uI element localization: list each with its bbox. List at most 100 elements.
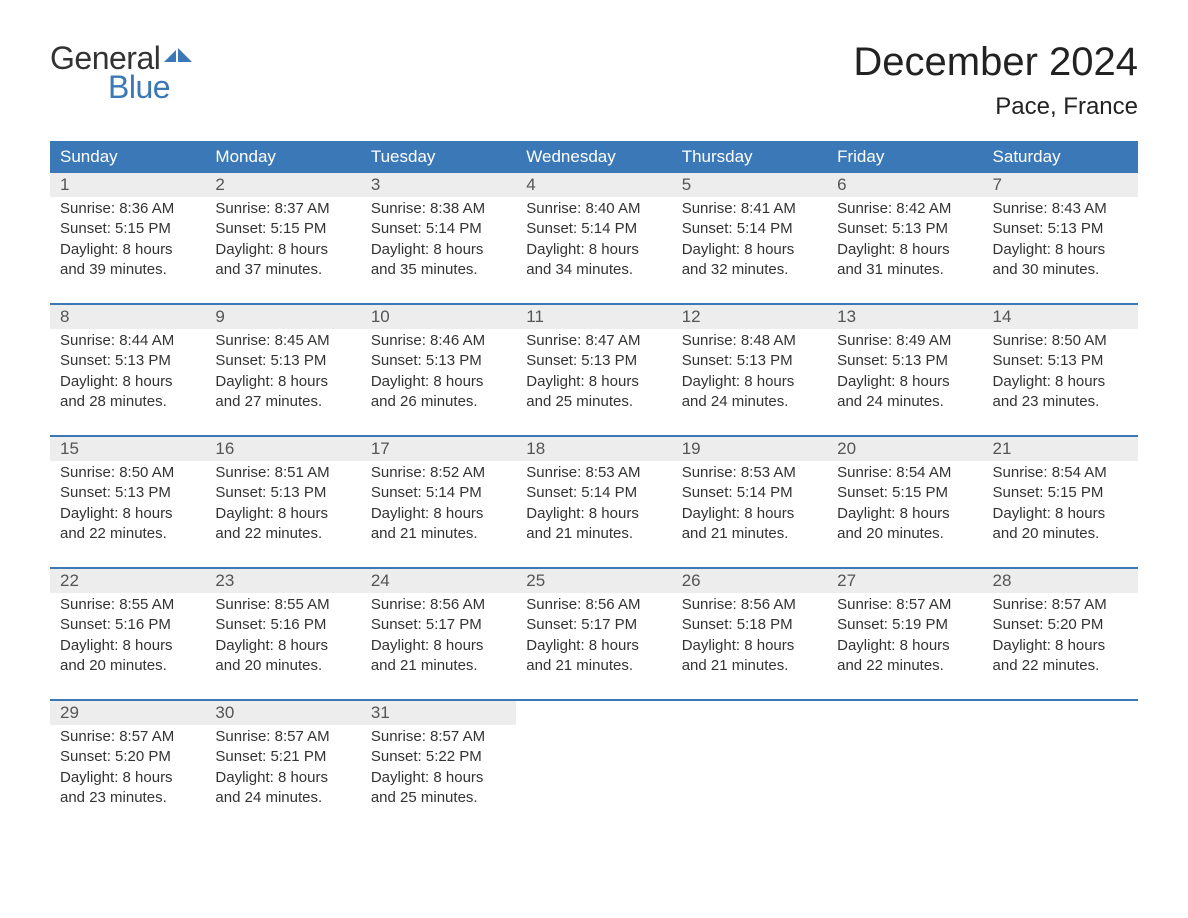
day-number-cell: 31 — [361, 701, 516, 725]
sunset-line: Sunset: 5:13 PM — [60, 351, 195, 371]
sunrise-line: Sunrise: 8:43 AM — [993, 199, 1128, 219]
logo-text-bottom: Blue — [108, 69, 170, 106]
sunset-line: Sunset: 5:15 PM — [837, 483, 972, 503]
day-data-cell: Sunrise: 8:55 AMSunset: 5:16 PMDaylight:… — [205, 593, 360, 676]
day-data-cell: Sunrise: 8:51 AMSunset: 5:13 PMDaylight:… — [205, 461, 360, 544]
sunrise-line: Sunrise: 8:54 AM — [993, 463, 1128, 483]
daylight-line: Daylight: 8 hours and 23 minutes. — [993, 372, 1128, 413]
week-spacer — [50, 544, 1138, 568]
sunrise-line: Sunrise: 8:50 AM — [993, 331, 1128, 351]
day-data-cell: Sunrise: 8:37 AMSunset: 5:15 PMDaylight:… — [205, 197, 360, 280]
day-header-tuesday: Tuesday — [361, 141, 516, 173]
day-data-cell: Sunrise: 8:57 AMSunset: 5:20 PMDaylight:… — [50, 725, 205, 808]
sunset-line: Sunset: 5:18 PM — [682, 615, 817, 635]
sunset-line: Sunset: 5:13 PM — [993, 219, 1128, 239]
calendar-body: 1234567Sunrise: 8:36 AMSunset: 5:15 PMDa… — [50, 173, 1138, 808]
sunset-line: Sunset: 5:19 PM — [837, 615, 972, 635]
day-number-cell: 18 — [516, 437, 671, 461]
daylight-line: Daylight: 8 hours and 37 minutes. — [215, 240, 350, 281]
sunset-line: Sunset: 5:15 PM — [60, 219, 195, 239]
daylight-line: Daylight: 8 hours and 22 minutes. — [837, 636, 972, 677]
daylight-line: Daylight: 8 hours and 21 minutes. — [371, 636, 506, 677]
day-number-cell: 13 — [827, 305, 982, 329]
day-data-row: Sunrise: 8:57 AMSunset: 5:20 PMDaylight:… — [50, 725, 1138, 808]
day-number-cell: 19 — [672, 437, 827, 461]
day-data-cell: Sunrise: 8:56 AMSunset: 5:18 PMDaylight:… — [672, 593, 827, 676]
sunrise-line: Sunrise: 8:36 AM — [60, 199, 195, 219]
sunset-line: Sunset: 5:13 PM — [371, 351, 506, 371]
daylight-line: Daylight: 8 hours and 30 minutes. — [993, 240, 1128, 281]
daylight-line: Daylight: 8 hours and 26 minutes. — [371, 372, 506, 413]
day-header-wednesday: Wednesday — [516, 141, 671, 173]
sunrise-line: Sunrise: 8:50 AM — [60, 463, 195, 483]
day-number-row: 1234567 — [50, 173, 1138, 197]
sunrise-line: Sunrise: 8:47 AM — [526, 331, 661, 351]
daylight-line: Daylight: 8 hours and 20 minutes. — [215, 636, 350, 677]
day-number-cell: 3 — [361, 173, 516, 197]
daylight-line: Daylight: 8 hours and 32 minutes. — [682, 240, 817, 281]
day-number-cell: 21 — [983, 437, 1138, 461]
day-data-cell: Sunrise: 8:50 AMSunset: 5:13 PMDaylight:… — [983, 329, 1138, 412]
day-number-row: 15161718192021 — [50, 437, 1138, 461]
sunset-line: Sunset: 5:20 PM — [993, 615, 1128, 635]
day-data-cell: Sunrise: 8:55 AMSunset: 5:16 PMDaylight:… — [50, 593, 205, 676]
sunrise-line: Sunrise: 8:55 AM — [215, 595, 350, 615]
flag-icon — [164, 46, 192, 71]
sunrise-line: Sunrise: 8:57 AM — [215, 727, 350, 747]
page-header: General Blue December 2024 Pace, France — [50, 40, 1138, 121]
day-number-cell: 27 — [827, 569, 982, 593]
daylight-line: Daylight: 8 hours and 22 minutes. — [60, 504, 195, 545]
day-header-friday: Friday — [827, 141, 982, 173]
day-number-cell: 11 — [516, 305, 671, 329]
day-number-cell: 15 — [50, 437, 205, 461]
day-data-cell: Sunrise: 8:56 AMSunset: 5:17 PMDaylight:… — [361, 593, 516, 676]
sunset-line: Sunset: 5:13 PM — [837, 219, 972, 239]
day-header-sunday: Sunday — [50, 141, 205, 173]
daylight-line: Daylight: 8 hours and 21 minutes. — [682, 504, 817, 545]
day-data-row: Sunrise: 8:50 AMSunset: 5:13 PMDaylight:… — [50, 461, 1138, 544]
daylight-line: Daylight: 8 hours and 22 minutes. — [993, 636, 1128, 677]
sunset-line: Sunset: 5:15 PM — [993, 483, 1128, 503]
sunrise-line: Sunrise: 8:56 AM — [526, 595, 661, 615]
sunrise-line: Sunrise: 8:57 AM — [371, 727, 506, 747]
day-data-cell: Sunrise: 8:42 AMSunset: 5:13 PMDaylight:… — [827, 197, 982, 280]
sunrise-line: Sunrise: 8:46 AM — [371, 331, 506, 351]
day-number-cell: 25 — [516, 569, 671, 593]
sunset-line: Sunset: 5:13 PM — [682, 351, 817, 371]
daylight-line: Daylight: 8 hours and 27 minutes. — [215, 372, 350, 413]
day-number-cell — [672, 701, 827, 725]
daylight-line: Daylight: 8 hours and 22 minutes. — [215, 504, 350, 545]
week-spacer — [50, 280, 1138, 304]
day-data-cell: Sunrise: 8:54 AMSunset: 5:15 PMDaylight:… — [983, 461, 1138, 544]
day-data-cell — [672, 725, 827, 808]
week-spacer — [50, 412, 1138, 436]
daylight-line: Daylight: 8 hours and 21 minutes. — [371, 504, 506, 545]
day-number-cell: 10 — [361, 305, 516, 329]
title-block: December 2024 Pace, France — [853, 40, 1138, 121]
day-header-saturday: Saturday — [983, 141, 1138, 173]
day-number-cell — [983, 701, 1138, 725]
sunrise-line: Sunrise: 8:37 AM — [215, 199, 350, 219]
daylight-line: Daylight: 8 hours and 35 minutes. — [371, 240, 506, 281]
daylight-line: Daylight: 8 hours and 31 minutes. — [837, 240, 972, 281]
day-data-cell: Sunrise: 8:57 AMSunset: 5:19 PMDaylight:… — [827, 593, 982, 676]
day-data-cell — [827, 725, 982, 808]
sunset-line: Sunset: 5:14 PM — [526, 483, 661, 503]
day-number-row: 891011121314 — [50, 305, 1138, 329]
day-data-cell: Sunrise: 8:57 AMSunset: 5:20 PMDaylight:… — [983, 593, 1138, 676]
sunset-line: Sunset: 5:14 PM — [371, 219, 506, 239]
sunset-line: Sunset: 5:13 PM — [60, 483, 195, 503]
day-data-cell — [983, 725, 1138, 808]
day-number-cell: 26 — [672, 569, 827, 593]
sunrise-line: Sunrise: 8:57 AM — [993, 595, 1128, 615]
sunset-line: Sunset: 5:16 PM — [60, 615, 195, 635]
day-number-cell: 12 — [672, 305, 827, 329]
day-number-cell: 2 — [205, 173, 360, 197]
sunrise-line: Sunrise: 8:38 AM — [371, 199, 506, 219]
day-number-cell: 20 — [827, 437, 982, 461]
daylight-line: Daylight: 8 hours and 25 minutes. — [526, 372, 661, 413]
sunset-line: Sunset: 5:13 PM — [526, 351, 661, 371]
day-data-cell: Sunrise: 8:48 AMSunset: 5:13 PMDaylight:… — [672, 329, 827, 412]
sunrise-line: Sunrise: 8:40 AM — [526, 199, 661, 219]
day-number-cell: 8 — [50, 305, 205, 329]
